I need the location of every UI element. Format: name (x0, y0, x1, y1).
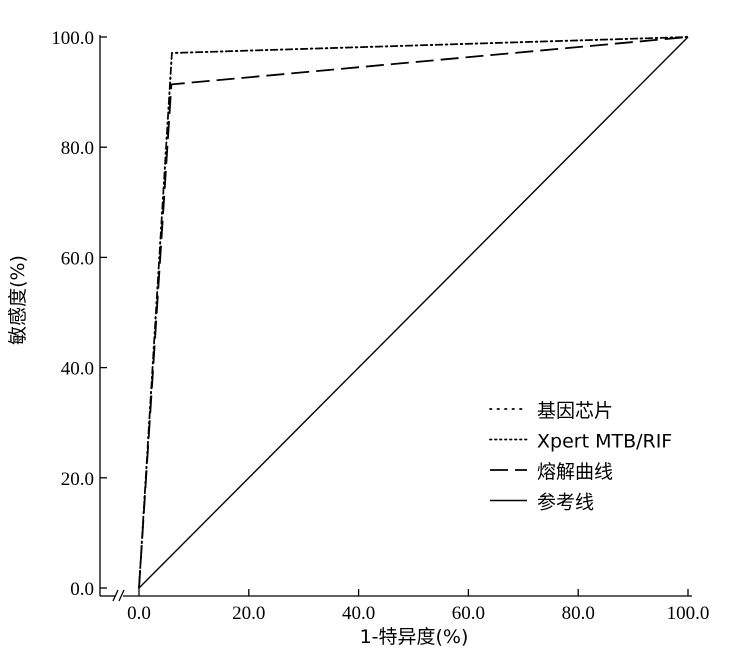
legend-label-1: Xpert MTB/RIF (537, 431, 672, 453)
legend-label-3: 参考线 (537, 492, 594, 514)
tick-labels: 0.0 20.0 40.0 60.0 80.0 100.0 0.0 20.0 40.0 60.0 8… (51, 28, 709, 624)
y-axis-title: 敏感度(%) (7, 255, 29, 345)
series-lines (138, 36, 689, 589)
x-tick-label: 0.0 (127, 603, 151, 624)
x-tick-label: 40.0 (342, 603, 375, 624)
legend-label-2: 熔解曲线 (537, 461, 613, 483)
y-tick-label: 20.0 (61, 469, 94, 490)
x-tick-label: 20.0 (232, 603, 265, 624)
series-line-3 (138, 36, 689, 589)
x-tick-label: 60.0 (452, 603, 485, 624)
axis-break-mark (118, 589, 125, 602)
axes (99, 35, 692, 602)
legend-label-0: 基因芯片 (537, 400, 613, 422)
x-axis-title: 1-特异度(%) (360, 626, 469, 648)
x-tick-label: 100.0 (667, 603, 710, 624)
series-line-1 (138, 36, 689, 589)
y-tick-label: 80.0 (61, 138, 94, 159)
y-tick-label: 60.0 (61, 248, 94, 269)
y-tick-label: 0.0 (70, 579, 94, 600)
series-line-2 (138, 36, 689, 589)
x-tick-label: 80.0 (562, 603, 595, 624)
y-tick-label: 100.0 (51, 28, 94, 49)
axis-break-mark (112, 589, 119, 602)
y-tick-label: 40.0 (61, 359, 94, 380)
